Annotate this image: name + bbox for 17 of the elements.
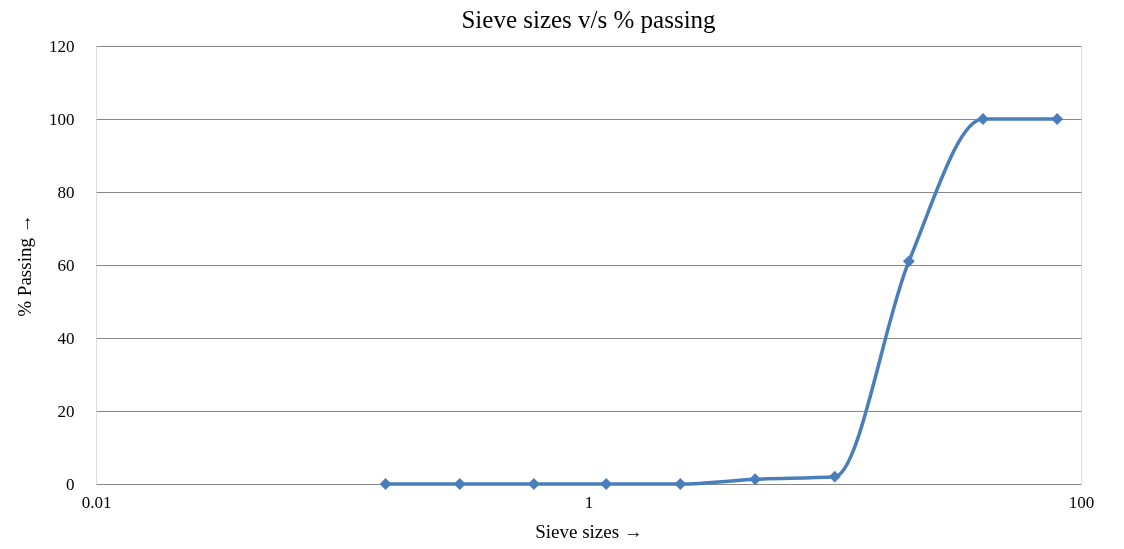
y-tick-label: 40 [57, 328, 75, 348]
x-tick-label: 0.01 [81, 492, 112, 512]
x-tick-label: 1 [584, 492, 594, 512]
y-tick-label: 0 [66, 474, 75, 494]
y-tick-label: 100 [49, 109, 75, 129]
y-tick-label: 60 [57, 255, 75, 275]
point [902, 255, 915, 268]
point [828, 470, 841, 483]
point [1051, 113, 1064, 125]
y-tick-label: 120 [49, 36, 75, 56]
point [379, 478, 392, 490]
y-tick-label: 80 [57, 182, 75, 202]
x-axis-title: Sieve sizes → [535, 520, 643, 542]
chart-title: Sieve sizes v/s % passing [461, 6, 717, 33]
y-axis-title: % Passing → [14, 214, 35, 317]
x-tick-label: 100 [1068, 492, 1095, 512]
y-tick-label: 20 [57, 401, 75, 421]
